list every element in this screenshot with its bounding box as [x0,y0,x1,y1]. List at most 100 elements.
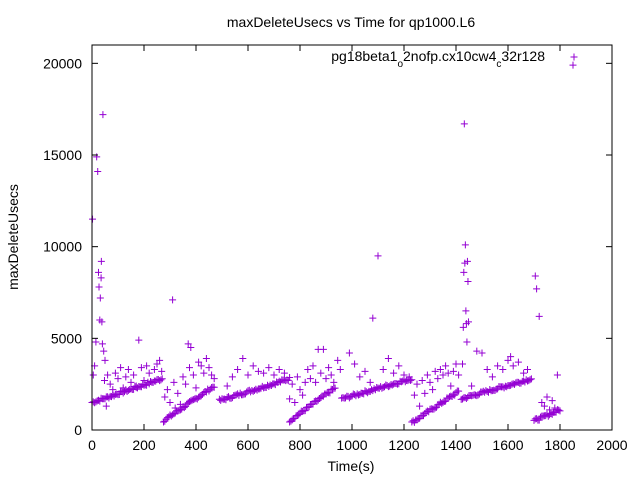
data-point [92,338,100,346]
data-point [418,377,426,384]
y-tick-label: 5000 [51,330,82,346]
data-point [555,406,563,414]
data-point [140,377,148,384]
data-point [174,389,182,397]
data-point [184,340,192,348]
data-point [182,380,190,388]
data-point [449,367,457,375]
data-point [170,378,178,386]
data-point [119,384,127,392]
data-point [464,318,472,326]
data-point [447,382,455,390]
data-point [369,314,377,322]
data-point [208,371,216,379]
data-point [520,369,528,377]
data-point [244,371,252,379]
data-point [361,367,369,375]
data-point [265,364,273,372]
data-point [538,399,546,406]
data-point [463,257,471,265]
data-point [150,366,158,373]
x-axis-label: Time(s) [328,458,375,474]
data-point [234,366,242,373]
data-point [426,378,434,386]
data-point [312,378,320,386]
x-tick-label: 1000 [336,437,367,453]
x-tick-label: 1800 [544,437,575,453]
data-point [158,367,166,375]
data-point [153,360,161,368]
data-point [439,371,447,379]
data-point [455,387,463,395]
legend: pg18beta1o2nofp.cx10cw4c32r128 [331,48,578,70]
data-point [100,377,108,384]
data-point [531,272,539,280]
data-point [293,373,301,381]
data-point [104,371,112,379]
data-point [95,268,102,276]
data-point [488,373,496,381]
data-point [117,364,125,372]
data-point [416,402,424,410]
data-point [423,371,431,379]
data-point [527,375,535,383]
chart-title: maxDeleteUsecs vs Time for qp1000.L6 [227,14,475,30]
data-point [509,362,517,370]
data-point [548,397,556,405]
x-tick-label: 800 [288,437,312,453]
data-point [535,312,543,320]
data-point [421,389,429,397]
data-point [442,362,450,370]
x-tick-label: 1600 [492,437,523,453]
data-point [98,318,106,326]
data-point [115,391,123,399]
data-point [459,360,466,368]
data-point [540,402,548,410]
data-point [384,355,392,362]
data-point [413,380,421,388]
data-point [109,386,117,394]
data-point [202,355,210,362]
data-point [210,375,218,383]
data-point [400,371,408,379]
plot-border [91,44,613,431]
data-point [176,400,184,408]
x-tick-label: 0 [88,437,96,453]
data-point [390,369,398,377]
data-point [356,373,364,381]
data-point [478,349,486,357]
data-point [434,375,442,383]
data-point [280,369,288,377]
data-point [179,373,187,381]
data-point [169,296,177,304]
data-point [334,356,342,364]
data-point [197,362,205,370]
data-point [461,241,469,249]
data-point [317,369,325,377]
data-point [366,378,374,386]
data-point [95,283,103,291]
data-point [494,362,502,370]
data-point [543,393,551,401]
data-point [499,366,507,373]
data-point [460,268,468,276]
y-tick-label: 20000 [43,55,82,71]
data-point [180,404,188,412]
data-point [223,382,231,390]
legend-label: pg18beta1o2nofp.cx10cw4c32r128 [331,48,545,70]
data-point [395,362,403,370]
data-point [331,384,339,392]
data-point [483,366,491,373]
data-point [200,369,208,377]
data-point [99,111,107,119]
y-tick-label: 0 [74,422,82,438]
data-point [187,344,195,351]
data-point [210,383,218,391]
data-point [301,378,309,386]
data-point [156,356,164,364]
data-point [444,369,452,377]
data-point [556,407,564,415]
x-tick-label: 1400 [440,437,471,453]
data-point [286,374,294,382]
y-tick-label: 10000 [43,239,82,255]
